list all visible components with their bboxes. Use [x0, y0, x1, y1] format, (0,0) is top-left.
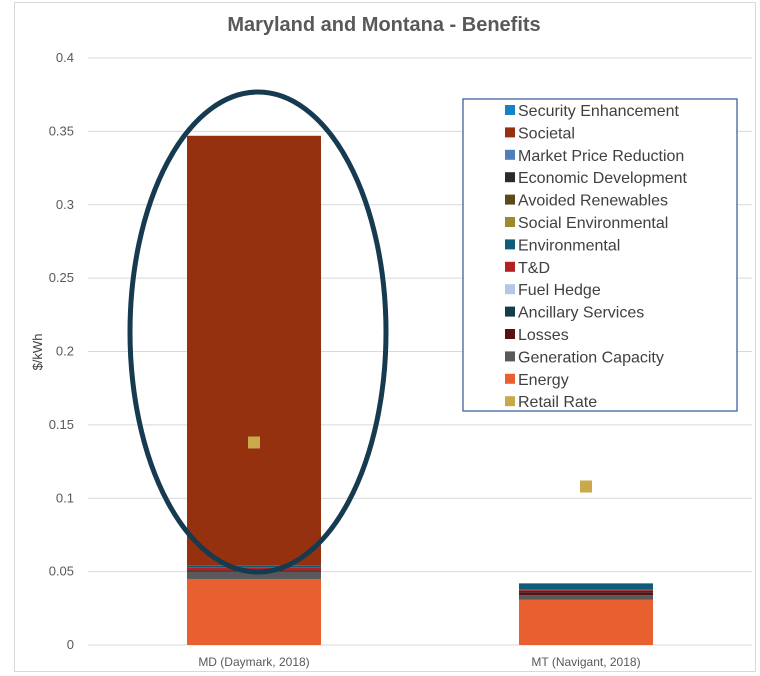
chart-title: Maryland and Montana - Benefits	[227, 14, 541, 36]
legend-swatch	[505, 284, 515, 295]
legend-label: Fuel Hedge	[518, 282, 601, 299]
bar-segment-environmental	[187, 565, 321, 568]
bar-segment-generation-capacity	[187, 571, 321, 579]
y-axis-ticks: 0 0.05 0.1 0.15 0.2 0.25 0.3 0.35 0.4	[49, 50, 74, 652]
bar-segment-energy	[187, 578, 321, 645]
legend-swatch	[505, 329, 515, 339]
legend-label: Environmental	[518, 237, 620, 254]
legend-label: Losses	[518, 327, 569, 344]
legend-label: Generation Capacity	[518, 349, 664, 366]
x-category-label: MD (Daymark, 2018)	[198, 655, 309, 669]
bars	[187, 135, 653, 645]
legend-swatch	[505, 396, 515, 407]
bar-segment-energy	[519, 599, 653, 645]
legend-swatch	[505, 172, 515, 183]
bar-segment-t-d	[187, 567, 321, 571]
highlight-ellipse	[127, 89, 389, 575]
y-tick-label: 0.4	[56, 50, 74, 65]
bar-segment-generation-capacity	[519, 595, 653, 600]
y-axis-label: $/kWh	[30, 334, 45, 371]
legend-label: Societal	[518, 125, 575, 142]
legend-swatch	[505, 306, 515, 317]
legend-swatch	[505, 194, 515, 205]
bar-segment-t-d	[519, 589, 653, 591]
retail-rate-marker	[248, 436, 260, 449]
legend-label: T&D	[518, 260, 550, 277]
bar-segment-ancillary-services	[519, 590, 653, 593]
y-tick-label: 0.05	[49, 564, 74, 579]
y-tick-label: 0.15	[49, 417, 74, 432]
legend-label: Ancillary Services	[518, 305, 644, 322]
y-tick-label: 0.3	[56, 197, 74, 212]
legend-swatch	[505, 217, 515, 227]
bar-segment-environmental	[519, 583, 653, 590]
legend-label: Energy	[518, 372, 569, 389]
legend-label: Avoided Renewables	[518, 193, 668, 210]
y-tick-label: 0.35	[49, 123, 74, 138]
legend-swatch	[505, 127, 515, 138]
legend: Security Enhancement Societal Market Price…	[462, 98, 738, 412]
legend-swatch	[505, 261, 515, 272]
retail-rate-markers	[248, 436, 592, 493]
y-tick-label: 0.1	[56, 490, 74, 505]
legend-swatch	[505, 149, 515, 160]
x-category-label: MT (Navigant, 2018)	[531, 655, 640, 669]
bar-segment-societal	[187, 135, 321, 566]
retail-rate-marker	[580, 480, 592, 493]
x-axis-categories: MD (Daymark, 2018) MT (Navigant, 2018)	[198, 655, 640, 669]
legend-swatch	[505, 373, 515, 384]
y-tick-label: 0.25	[49, 270, 74, 285]
y-tick-label: 0	[67, 637, 74, 652]
legend-label: Social Environmental	[518, 215, 668, 232]
legend-label: Market Price Reduction	[518, 148, 684, 165]
legend-swatch	[505, 239, 515, 250]
legend-label: Economic Development	[518, 170, 688, 187]
bar-segment-losses	[519, 592, 653, 596]
legend-swatch	[505, 351, 515, 362]
y-tick-label: 0.2	[56, 344, 74, 359]
legend-swatch	[505, 105, 515, 115]
legend-label: Security Enhancement	[518, 103, 680, 120]
legend-label: Retail Rate	[518, 394, 597, 411]
